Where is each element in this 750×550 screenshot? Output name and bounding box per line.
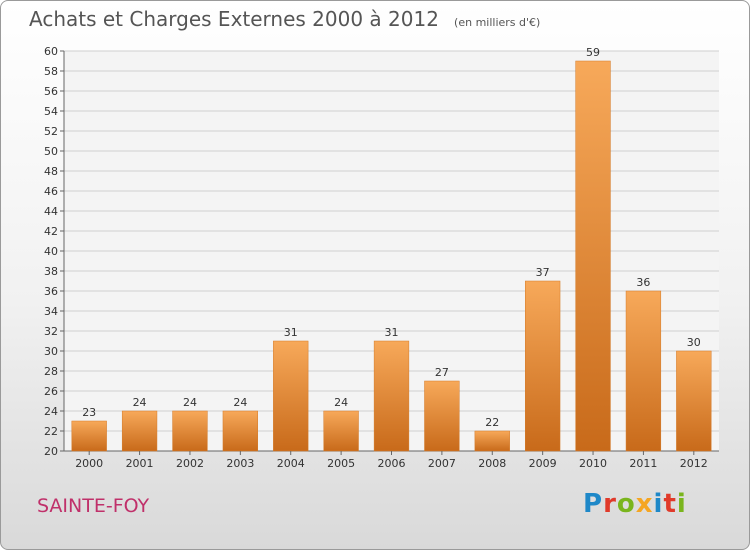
x-tick-label: 2001 <box>126 457 154 470</box>
data-label: 31 <box>385 326 399 339</box>
y-tick-label: 54 <box>44 105 58 118</box>
data-label: 37 <box>536 266 550 279</box>
y-tick-label: 46 <box>44 185 58 198</box>
y-tick-label: 56 <box>44 85 58 98</box>
bar <box>575 60 611 452</box>
y-tick-label: 38 <box>44 265 58 278</box>
x-tick-label: 2011 <box>629 457 657 470</box>
y-tick-label: 40 <box>44 245 58 258</box>
logo-letter: o <box>616 489 636 519</box>
commune-name: SAINTE-FOY <box>37 495 150 517</box>
y-tick-label: 50 <box>44 145 58 158</box>
y-tick-label: 24 <box>44 405 58 418</box>
data-label: 31 <box>284 326 298 339</box>
x-tick-label: 2008 <box>478 457 506 470</box>
bar <box>71 420 107 452</box>
chart-title: Achats et Charges Externes 2000 à 2012 (… <box>29 7 540 31</box>
bar <box>474 430 510 452</box>
y-tick-label: 22 <box>44 425 58 438</box>
data-label: 24 <box>334 396 348 409</box>
data-label: 24 <box>133 396 147 409</box>
bar <box>525 280 561 452</box>
data-label: 22 <box>485 416 499 429</box>
x-tick-label: 2010 <box>579 457 607 470</box>
bar <box>424 380 460 452</box>
y-tick-label: 60 <box>44 45 58 58</box>
bar <box>373 340 410 452</box>
chart-title-unit: (en milliers d'€) <box>454 16 541 29</box>
y-tick-label: 58 <box>44 65 58 78</box>
bar <box>625 290 662 452</box>
logo-letter: x <box>635 489 654 519</box>
x-tick-label: 2012 <box>680 457 708 470</box>
bar <box>323 410 359 452</box>
data-label: 27 <box>435 366 449 379</box>
bar <box>172 410 208 452</box>
logo-letter: r <box>603 489 617 519</box>
logo-letter: i <box>676 489 687 519</box>
y-tick-label: 28 <box>44 365 58 378</box>
chart-title-main: Achats et Charges Externes 2000 à 2012 <box>29 7 439 31</box>
y-tick-label: 36 <box>44 285 58 298</box>
logo-letter: t <box>663 489 677 519</box>
bar <box>273 340 309 452</box>
x-tick-label: 2006 <box>378 457 406 470</box>
y-tick-label: 30 <box>44 345 58 358</box>
bar <box>121 410 158 452</box>
proxiti-logo: Proxiti <box>583 489 687 519</box>
data-label: 23 <box>82 406 96 419</box>
x-tick-label: 2007 <box>428 457 456 470</box>
x-tick-label: 2005 <box>327 457 355 470</box>
x-tick-label: 2003 <box>226 457 254 470</box>
y-tick-label: 48 <box>44 165 58 178</box>
logo-letter: P <box>583 489 604 519</box>
y-tick-label: 32 <box>44 325 58 338</box>
x-tick-label: 2004 <box>277 457 305 470</box>
data-label: 24 <box>233 396 247 409</box>
data-label: 59 <box>586 46 600 59</box>
y-tick-label: 42 <box>44 225 58 238</box>
bar <box>222 410 258 452</box>
x-tick-label: 2000 <box>75 457 103 470</box>
logo-letter: i <box>653 489 664 519</box>
y-tick-label: 44 <box>44 205 58 218</box>
x-tick-label: 2009 <box>529 457 557 470</box>
y-tick-label: 26 <box>44 385 58 398</box>
data-label: 36 <box>636 276 650 289</box>
data-label: 30 <box>687 336 701 349</box>
bar <box>676 350 712 452</box>
y-tick-label: 52 <box>44 125 58 138</box>
y-tick-label: 34 <box>44 305 58 318</box>
x-tick-label: 2002 <box>176 457 204 470</box>
data-label: 24 <box>183 396 197 409</box>
y-tick-label: 20 <box>44 445 58 458</box>
